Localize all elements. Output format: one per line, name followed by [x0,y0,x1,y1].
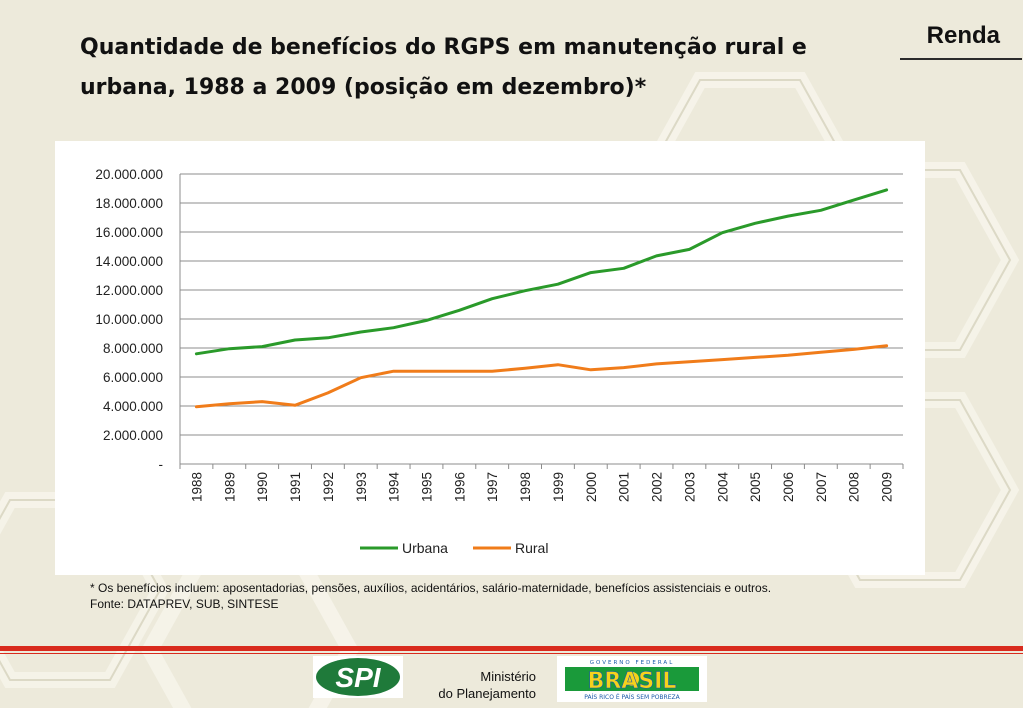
x-tick-label: 1997 [485,472,500,502]
section-label: Renda [900,20,1022,60]
spi-logo-text: SPI [335,662,381,693]
legend-label-rural: Rural [515,540,548,556]
x-tick-label: 1992 [321,472,336,502]
brasil-government-logo: GOVERNO FEDERAL BRASIL PAÍS RICO É PAÍS … [557,656,707,702]
footer-red-bar [0,646,1023,651]
chart-panel: - 2.000.000 4.000.000 6.000.000 8.000.000 10.… [55,141,925,575]
y-tick-label: 16.000.000 [95,225,163,240]
x-tick-label: 1988 [189,472,204,502]
source-text: Fonte: DATAPREV, SUB, SINTESE [90,597,279,611]
y-tick-label: 14.000.000 [95,254,163,269]
ministry-line1: Ministério [480,669,536,684]
y-tick-label: 20.000.000 [95,167,163,182]
y-tick-label: 12.000.000 [95,283,163,298]
x-tick-label: 2001 [617,472,632,502]
y-tick-label: 2.000.000 [103,428,163,443]
x-tick-label: 1994 [387,472,402,503]
series-line-urbana [194,188,889,356]
x-tick-label: 1989 [222,472,237,502]
slide-title: Quantidade de benefícios do RGPS em manu… [80,35,807,100]
x-tick-label: 2005 [748,472,763,502]
x-tick-label: 1999 [551,472,566,502]
y-tick-label: 6.000.000 [103,370,163,385]
section-label-text: Renda [926,22,1000,49]
footnote: * Os benefícios incluem: aposentadorias,… [90,580,771,612]
line-chart: - 2.000.000 4.000.000 6.000.000 8.000.000 10.… [95,167,904,556]
x-tick-label: 2008 [847,472,862,502]
y-tick-label: 18.000.000 [95,196,163,211]
brasil-logo-slogan: PAÍS RICO É PAÍS SEM POBREZA [584,693,680,701]
footnote-text: * Os benefícios incluem: aposentadorias,… [90,581,772,595]
spi-logo: SPI [313,656,403,698]
brasil-logo-sun-icon [625,672,639,686]
x-tick-label: 1993 [354,472,369,502]
footer-red-line [0,653,1023,654]
series-line-rural [194,344,889,409]
x-tick-label: 2002 [650,472,665,502]
x-tick-label: 2006 [781,472,796,502]
ministry-label: Ministério do Planejamento [420,668,536,702]
spi-logo-ellipse [316,658,400,696]
x-tick-label: 2003 [682,472,697,502]
ministry-line2: do Planejamento [438,686,536,701]
y-tick-label: 4.000.000 [103,399,163,414]
y-tick-label: 8.000.000 [103,341,163,356]
y-tick-label: - [159,457,164,472]
x-tick-label: 1995 [419,472,434,502]
legend-label-urbana: Urbana [402,540,448,556]
y-tick-label: 10.000.000 [95,312,163,327]
x-tick-label: 2009 [880,472,895,502]
x-tick-label: 2004 [715,472,730,503]
x-tick-label: 2000 [584,472,599,502]
brasil-logo-word: BRASIL [588,669,677,694]
x-tick-label: 2007 [814,472,829,502]
x-tick-label: 1991 [288,472,303,502]
x-tick-label: 1990 [255,472,270,502]
x-tick-label: 1998 [518,472,533,502]
x-tick-label: 1996 [452,472,467,502]
brasil-logo-top: GOVERNO FEDERAL [590,660,675,666]
